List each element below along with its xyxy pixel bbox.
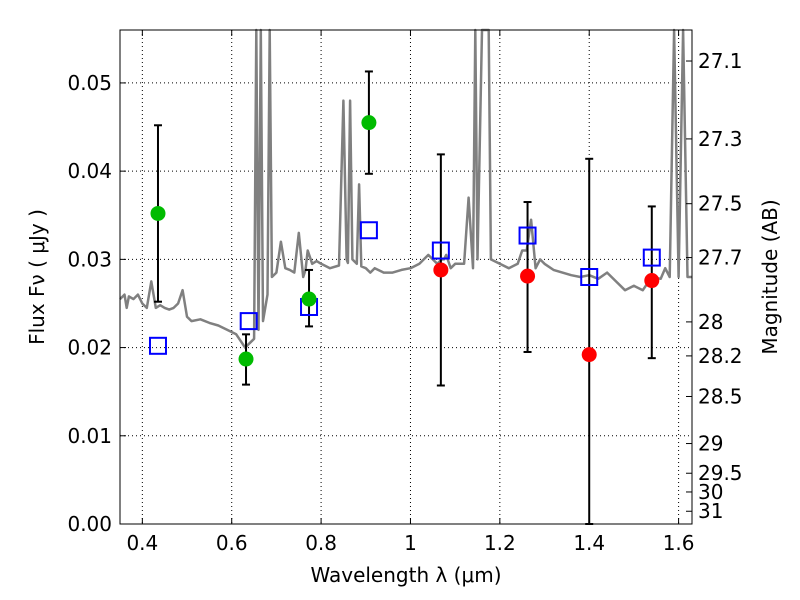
x-tick-label: 0.8 xyxy=(305,531,337,555)
plot-frame xyxy=(119,29,693,525)
error-bars xyxy=(153,70,656,525)
right-tick-label: 27.3 xyxy=(698,127,743,151)
model-spectrum-line xyxy=(119,28,692,349)
x-tick-label: 0.6 xyxy=(216,531,248,555)
x-tick-label: 1.6 xyxy=(663,531,695,555)
x-axis-label: Wavelength λ (μm) xyxy=(310,563,501,587)
y-axis-label: Flux Fν ( μJy ) xyxy=(25,209,49,345)
detection-point xyxy=(361,115,377,131)
x-tick-label: 0.4 xyxy=(126,531,158,555)
ticks: 0.4 0.6 0.8 1 1.2 1.4 1.6 0.00 0.01 0.02 0.03 0.04 0… xyxy=(67,30,743,555)
model-band-square xyxy=(431,241,450,260)
measured-points xyxy=(150,115,660,367)
right-tick-label: 27.7 xyxy=(698,246,743,270)
right-axis-label: Magnitude (AB) xyxy=(758,199,782,354)
right-tick-label: 27.1 xyxy=(698,49,743,73)
model-band-square xyxy=(518,226,537,245)
x-tick-label: 1.4 xyxy=(573,531,605,555)
x-tick-label: 1 xyxy=(404,531,417,555)
model-band-markers xyxy=(148,221,661,355)
right-tick-label: 29 xyxy=(698,432,723,456)
right-tick-label: 28 xyxy=(698,310,723,334)
y-tick-label: 0.01 xyxy=(67,424,112,448)
upper-limit-point xyxy=(581,347,597,363)
detection-point xyxy=(238,351,254,367)
y-tick-label: 0.00 xyxy=(67,512,112,536)
model-band-square xyxy=(148,336,167,355)
y-tick-label: 0.03 xyxy=(67,247,112,271)
model-band-square xyxy=(239,312,258,331)
upper-limit-point xyxy=(433,262,449,278)
model-band-square xyxy=(359,221,378,240)
x-tick-label: 1.2 xyxy=(484,531,516,555)
model-band-square xyxy=(642,248,661,267)
right-tick-label: 27.5 xyxy=(698,192,743,216)
detection-point xyxy=(150,205,166,221)
upper-limit-point xyxy=(644,273,660,289)
model-band-square xyxy=(580,268,599,286)
y-tick-label: 0.04 xyxy=(67,159,112,183)
y-tick-label: 0.02 xyxy=(67,336,112,360)
upper-limit-point xyxy=(520,268,536,284)
right-tick-label: 28.5 xyxy=(698,384,743,408)
model-spectrum xyxy=(119,28,692,349)
y-tick-label: 0.05 xyxy=(67,71,112,95)
right-tick-label: 28.2 xyxy=(698,344,743,368)
detection-point xyxy=(301,291,317,307)
right-tick-label: 29.5 xyxy=(698,461,743,485)
right-tick-label: 31 xyxy=(698,499,723,523)
grid xyxy=(120,30,692,524)
right-tick-label: 30 xyxy=(698,480,723,504)
